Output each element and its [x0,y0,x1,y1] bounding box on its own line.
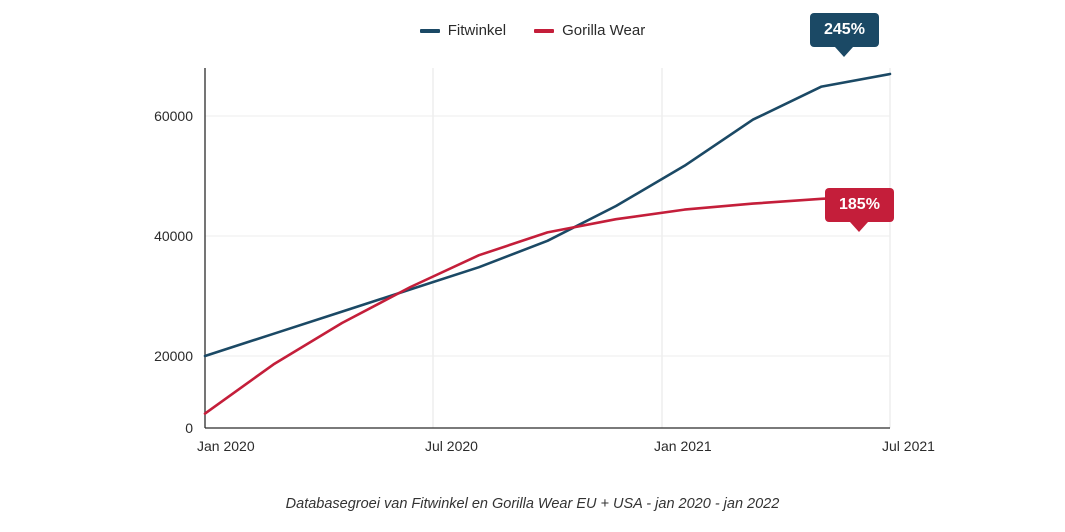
gorilla-wear-legend-swatch [534,29,554,33]
fitwinkel-callout-label: 245% [824,21,865,38]
gorilla-wear-legend-label: Gorilla Wear [562,22,645,39]
legend-item-fitwinkel[interactable]: Fitwinkel [420,22,506,39]
chart-container: Fitwinkel Gorilla Wear [0,0,1065,532]
line-chart-svg[interactable] [205,68,890,428]
y-axis-label-60000: 60000 [154,108,193,124]
x-axis-label-jan2020: Jan 2020 [197,438,255,454]
x-axis-label-jul2021: Jul 2021 [882,438,935,454]
gorilla-wear-callout[interactable]: 185% [825,188,894,222]
chart-caption: Databasegroei van Fitwinkel en Gorilla W… [0,496,1065,512]
gorilla-wear-callout-label: 185% [839,196,880,213]
fitwinkel-callout[interactable]: 245% [810,13,879,47]
y-axis-label-0: 0 [185,420,193,436]
gorilla-wear-line[interactable] [205,195,890,413]
x-axis-label-jan2021: Jan 2021 [654,438,712,454]
fitwinkel-legend-label: Fitwinkel [448,22,506,39]
y-axis-label-40000: 40000 [154,228,193,244]
legend-item-gorilla-wear[interactable]: Gorilla Wear [534,22,645,39]
x-axis-label-jul2020: Jul 2020 [425,438,478,454]
y-axis-label-20000: 20000 [154,348,193,364]
fitwinkel-legend-swatch [420,29,440,33]
legend: Fitwinkel Gorilla Wear [0,22,1065,39]
plot-area: 0 20000 40000 60000 Jan 2020 Jul 2020 Ja… [205,68,890,428]
